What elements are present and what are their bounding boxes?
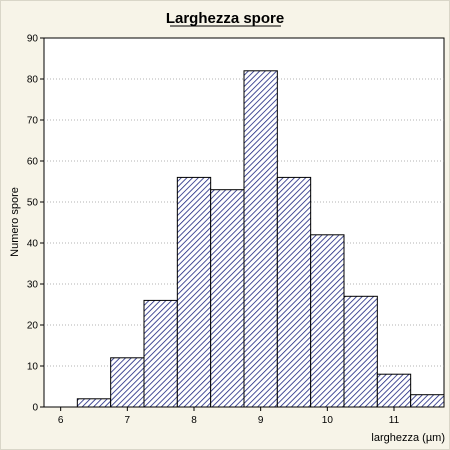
histogram-bar (376, 373, 412, 408)
histogram-bar (243, 70, 278, 408)
x-tick-label: 7 (125, 415, 131, 426)
x-tick-label: 10 (322, 415, 334, 426)
y-tick-label: 70 (27, 116, 39, 127)
y-axis-label: Numero spore (9, 187, 21, 257)
histogram-bar (343, 295, 378, 408)
y-tick-label: 80 (27, 75, 39, 86)
x-tick-label: 6 (58, 415, 64, 426)
y-tick-label: 90 (27, 34, 39, 45)
histogram-bar (210, 189, 245, 408)
chart-title: Larghezza spore (166, 10, 284, 27)
y-tick-label: 40 (27, 239, 39, 250)
y-tick-label: 20 (27, 321, 39, 332)
histogram-bar (276, 176, 312, 408)
histogram-bar (110, 357, 145, 408)
x-tick-label: 9 (258, 415, 264, 426)
y-tick-label: 10 (27, 362, 39, 373)
y-tick-label: 60 (27, 157, 39, 168)
histogram-bar (176, 176, 212, 408)
histogram-bar (143, 299, 178, 408)
y-tick-label: 50 (27, 198, 39, 209)
x-axis-label: larghezza (µm) (371, 432, 445, 444)
x-tick-label: 11 (389, 415, 400, 426)
axis-layer: 0 10 20 30 40 50 60 70 80 90 6 7 8 9 10 11 (27, 34, 400, 427)
histogram-bar (310, 234, 345, 408)
y-tick-label: 30 (27, 280, 39, 291)
x-tick-label: 8 (191, 415, 197, 426)
y-tick-label: 0 (32, 403, 38, 414)
bar-layer (76, 70, 445, 408)
histogram-bar (410, 394, 445, 408)
histogram-bar (76, 398, 112, 408)
